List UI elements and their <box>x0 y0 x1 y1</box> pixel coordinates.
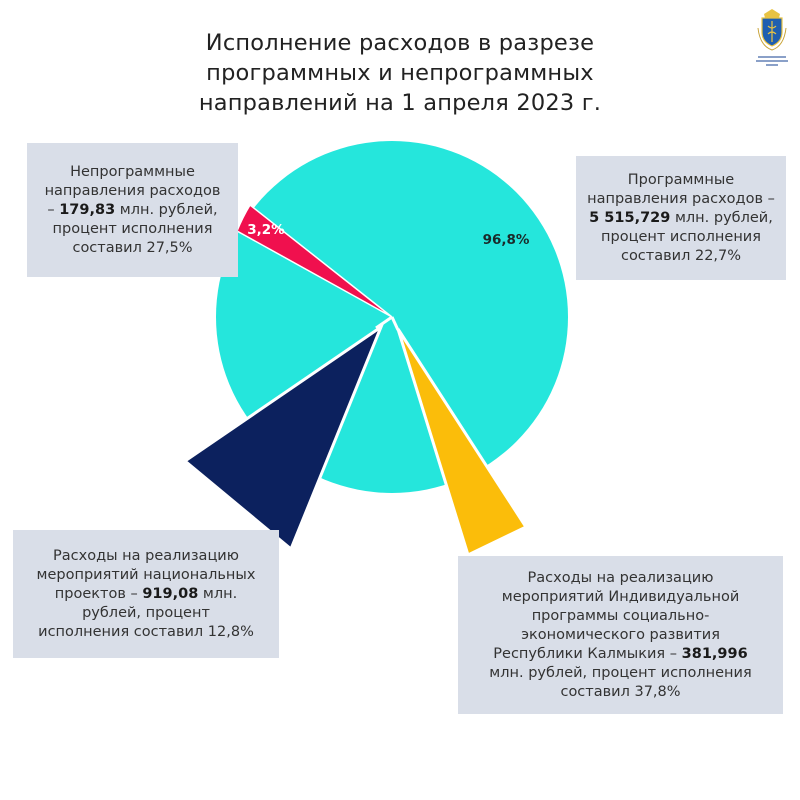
callout-text: составил 37,8% <box>560 683 681 700</box>
callout-text: Программные <box>627 171 735 188</box>
slice-national-projects <box>182 322 385 552</box>
label-non-programmatic: 3,2% <box>247 222 285 238</box>
emblem-logo-icon <box>756 9 788 66</box>
callout-text: мероприятий национальных <box>36 566 256 583</box>
callout-individual-program: Расходы на реализацию мероприятий Индиви… <box>458 556 783 714</box>
callout-text: проектов – 919,08 млн. <box>54 585 238 602</box>
callout-text: Расходы на реализацию <box>53 547 239 564</box>
callout-text: Республики Калмыкия – 381,996 <box>493 645 748 662</box>
amount-value: 179,83 <box>59 201 116 218</box>
callout-text: процент исполнения <box>52 220 213 237</box>
callout-text: экономического развития <box>521 626 720 643</box>
title-line: Исполнение расходов в разрезе <box>205 30 595 56</box>
callout-text: Непрограммные <box>70 163 195 180</box>
callout-text: составил 27,5% <box>72 239 193 256</box>
callout-text: – 179,83 млн. рублей, <box>47 201 218 218</box>
title-line: направлений на 1 апреля 2023 г. <box>198 90 602 116</box>
callout-text: исполнения составил 12,8% <box>38 623 254 640</box>
callout-national-projects: Расходы на реализацию мероприятий национ… <box>13 530 279 658</box>
callout-text: Расходы на реализацию <box>527 569 714 586</box>
callout-text: программы социально- <box>531 607 710 624</box>
callout-text: составил 22,7% <box>620 247 742 264</box>
title-line: программных и непрограммных <box>206 60 594 86</box>
callout-text: рублей, процент <box>82 604 210 621</box>
label-programmatic: 96,8% <box>483 232 530 248</box>
callout-text: 5 515,729 млн. рублей, <box>589 209 773 226</box>
chart-title: Исполнение расходов в разрезе программны… <box>150 28 650 118</box>
callout-non-programmatic: Непрограммные направления расходов – 179… <box>27 143 238 277</box>
amount-value: 381,996 <box>681 645 748 662</box>
callout-programmatic: Программные направления расходов – 5 515… <box>576 156 786 280</box>
amount-value: 919,08 <box>142 585 199 602</box>
callout-text: мероприятий Индивидуальной <box>501 588 740 605</box>
callout-text: млн. рублей, процент исполнения <box>489 664 752 681</box>
callout-text: направления расходов – <box>587 190 775 207</box>
callout-text: направления расходов <box>44 182 221 199</box>
amount-value: 5 515,729 <box>589 209 671 226</box>
slice-individual-program <box>396 328 529 558</box>
callout-text: процент исполнения <box>601 228 761 245</box>
